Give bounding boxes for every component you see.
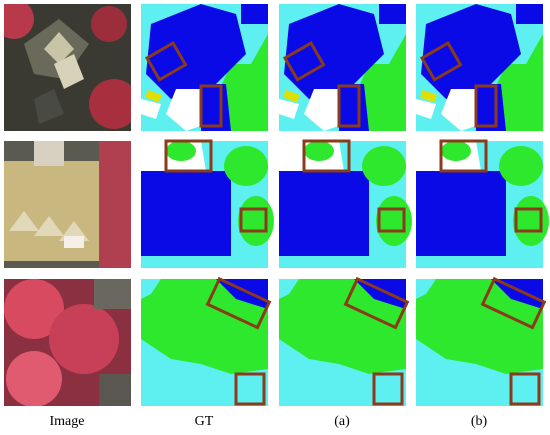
column-label: (a): [334, 414, 350, 429]
gt-map: [139, 277, 271, 408]
column-label: (b): [471, 414, 488, 429]
result-b-map: [414, 277, 546, 408]
column-label: GT: [195, 414, 214, 429]
photo-trees: [4, 279, 131, 406]
result-b-map: [414, 139, 550, 270]
result-a-map: [277, 277, 409, 408]
gt-map: [139, 139, 276, 270]
photo-roof: [4, 4, 131, 131]
column-label: Image: [50, 414, 85, 429]
result-b-map: [414, 2, 545, 133]
photo-house: [4, 141, 131, 268]
result-a-map: [277, 139, 414, 270]
gt-map: [139, 2, 270, 133]
result-a-map: [277, 2, 408, 133]
